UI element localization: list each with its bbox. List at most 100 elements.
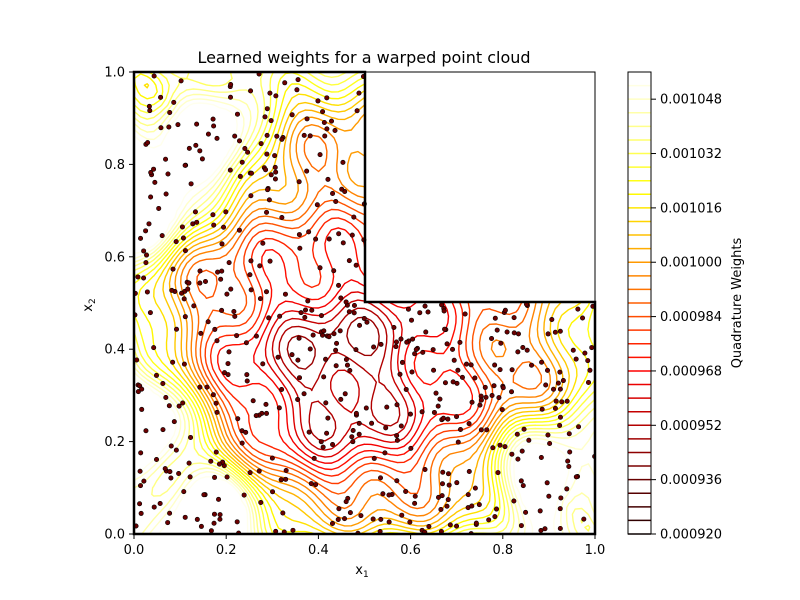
quadrature-point — [151, 166, 157, 172]
quadrature-point — [301, 391, 307, 397]
quadrature-point — [466, 468, 472, 474]
quadrature-point — [273, 93, 279, 99]
quadrature-point — [496, 395, 502, 401]
quadrature-point — [308, 481, 314, 487]
quadrature-point — [141, 478, 147, 484]
contour-line — [134, 72, 595, 534]
quadrature-point — [332, 127, 338, 133]
contour-line — [217, 227, 473, 471]
quadrature-point — [333, 198, 339, 204]
quadrature-point — [386, 492, 392, 498]
quadrature-point — [275, 354, 281, 360]
quadrature-point — [482, 384, 488, 390]
quadrature-point — [216, 461, 222, 467]
quadrature-point — [437, 396, 443, 402]
quadrature-point — [187, 474, 193, 480]
y-tick-label: 0.8 — [104, 158, 125, 173]
quadrature-point — [380, 491, 386, 497]
quadrature-point — [192, 209, 198, 215]
quadrature-point — [404, 339, 410, 345]
contour-line — [134, 72, 595, 534]
x-tick-label: 0.8 — [492, 543, 513, 558]
colorbar-tick-label: 0.001000 — [660, 256, 722, 271]
contour-line — [209, 217, 481, 477]
quadrature-point — [431, 409, 437, 415]
quadrature-point — [511, 498, 517, 504]
quadrature-point — [170, 359, 176, 365]
quadrature-point — [343, 299, 349, 305]
quadrature-point — [264, 132, 270, 138]
quadrature-point — [272, 153, 278, 159]
colorbar-tick-label: 0.001016 — [660, 201, 722, 216]
quadrature-point — [139, 386, 145, 392]
quadrature-point — [227, 167, 233, 173]
quadrature-point — [236, 138, 242, 144]
quadrature-point — [138, 450, 144, 456]
quadrature-point — [188, 434, 194, 440]
quadrature-point — [378, 341, 384, 347]
quadrature-point — [235, 416, 241, 422]
quadrature-point — [296, 232, 302, 238]
chart-title: Learned weights for a warped point cloud — [197, 48, 530, 67]
plot-area — [132, 70, 597, 536]
quadrature-point — [146, 221, 152, 227]
colorbar-tick-label: 0.000920 — [660, 528, 722, 543]
quadrature-point — [234, 519, 240, 525]
quadrature-point — [431, 367, 437, 373]
contour-line — [286, 316, 380, 370]
quadrature-point — [494, 327, 500, 333]
quadrature-point — [182, 314, 188, 320]
quadrature-point — [236, 227, 242, 233]
quadrature-point — [280, 510, 286, 516]
quadrature-point — [263, 401, 269, 407]
quadrature-point — [305, 298, 311, 304]
quadrature-point — [197, 148, 203, 154]
quadrature-point — [279, 214, 285, 220]
quadrature-point — [266, 315, 272, 321]
quadrature-point — [182, 514, 188, 520]
quadrature-point — [557, 525, 563, 531]
quadrature-point — [419, 409, 425, 415]
quadrature-point — [538, 528, 544, 534]
quadrature-points — [134, 72, 595, 534]
quadrature-point — [232, 313, 238, 319]
quadrature-point — [148, 194, 154, 200]
quadrature-point — [570, 347, 576, 353]
quadrature-point — [258, 500, 264, 506]
quadrature-point — [350, 427, 356, 433]
quadrature-point — [138, 483, 144, 489]
quadrature-point — [138, 510, 144, 516]
quadrature-point — [245, 149, 251, 155]
quadrature-point — [457, 427, 463, 433]
quadrature-point — [557, 328, 563, 334]
quadrature-point — [194, 121, 200, 127]
quadrature-point — [357, 322, 363, 328]
quadrature-point — [557, 369, 563, 375]
quadrature-point — [551, 386, 557, 392]
quadrature-point — [553, 398, 559, 404]
quadrature-point — [270, 489, 276, 495]
x-axis-label: x1 — [355, 563, 368, 580]
quadrature-point — [263, 167, 269, 173]
quadrature-point — [557, 422, 563, 428]
quadrature-point — [537, 508, 543, 514]
y-tick-label: 0.4 — [104, 343, 125, 358]
quadrature-point — [502, 307, 508, 313]
quadrature-point — [322, 133, 328, 139]
quadrature-point — [298, 310, 304, 316]
quadrature-point — [173, 239, 179, 245]
quadrature-point — [266, 197, 272, 203]
quadrature-point — [538, 454, 544, 460]
quadrature-point — [351, 302, 357, 308]
quadrature-point — [143, 260, 149, 266]
quadrature-point — [566, 431, 572, 437]
quadrature-point — [311, 455, 317, 461]
quadrature-point — [547, 440, 553, 446]
quadrature-point — [260, 361, 266, 367]
quadrature-point — [518, 523, 524, 529]
quadrature-point — [201, 492, 207, 498]
quadrature-point — [336, 506, 342, 512]
quadrature-point — [425, 309, 431, 315]
quadrature-point — [420, 349, 426, 355]
quadrature-point — [323, 356, 329, 362]
